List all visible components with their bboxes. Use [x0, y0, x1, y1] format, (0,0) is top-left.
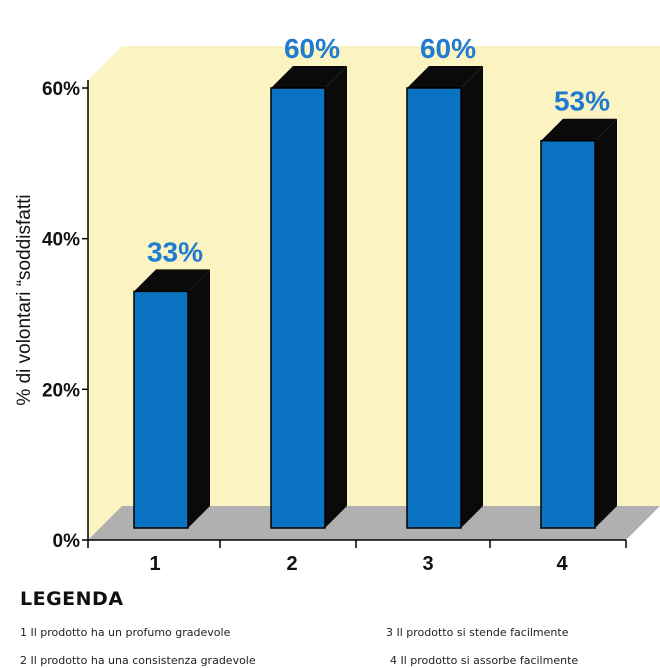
- bar-top: [271, 66, 347, 88]
- x-tick-label: 2: [286, 553, 297, 575]
- y-tick-label: 40%: [42, 230, 80, 251]
- bar-chart: 0% 20% 40% 60% % di volontari “soddisfatti 1 3…: [14, 33, 660, 575]
- data-label: 60%: [420, 33, 476, 64]
- data-label: 53%: [554, 86, 610, 117]
- bar: [540, 139, 596, 529]
- legend-item-4: 4 Il prodotto si assorbe facilmente: [390, 654, 579, 667]
- y-tick-label: 20%: [42, 380, 80, 401]
- bar-top: [134, 269, 210, 292]
- chart-back-wall: [88, 46, 660, 540]
- legend-item-1: 1 Il prodotto ha un profumo gradevole: [20, 626, 231, 639]
- y-tick-label: 60%: [42, 79, 80, 100]
- y-tick-label: 0%: [53, 531, 81, 552]
- bar: [406, 87, 462, 529]
- bar-side: [325, 66, 347, 528]
- legend-title: LEGENDA: [20, 588, 124, 610]
- chart-floor: [88, 506, 660, 540]
- bar: [270, 87, 326, 529]
- x-tick-label: 4: [556, 553, 568, 575]
- x-tick-label: 3: [422, 553, 433, 575]
- bar-side: [461, 66, 483, 528]
- bar: [133, 290, 189, 529]
- bar-top: [407, 66, 483, 88]
- data-label: 33%: [147, 236, 203, 267]
- bar-top: [541, 118, 617, 141]
- data-label: 60%: [284, 33, 340, 64]
- bar-side: [188, 269, 210, 528]
- legend-item-2: 2 Il prodotto ha una consistenza gradevo…: [20, 654, 256, 667]
- legend-item-3: 3 Il prodotto si stende facilmente: [386, 626, 569, 639]
- x-tick-label: 1: [149, 553, 160, 575]
- bar-side: [595, 118, 617, 528]
- y-axis-label: % di volontari “soddisfatti: [14, 194, 35, 405]
